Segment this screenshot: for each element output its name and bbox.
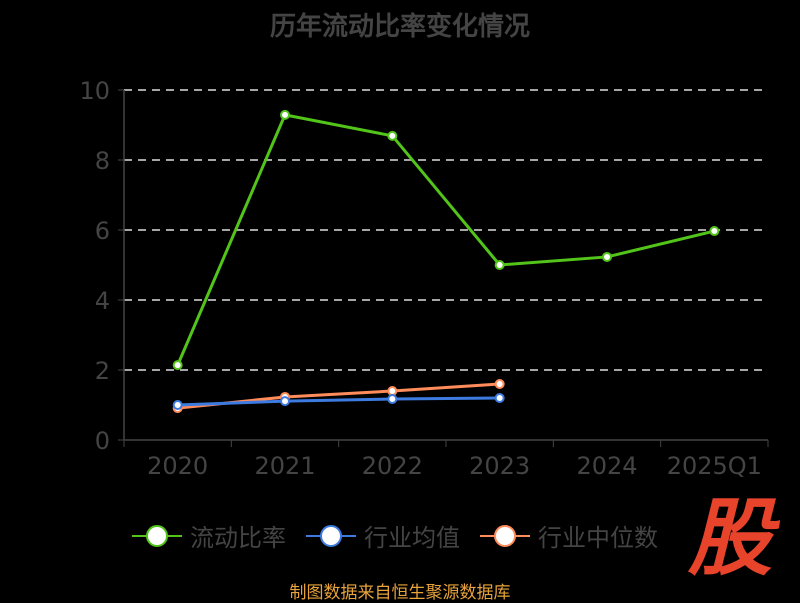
data-point	[280, 396, 290, 407]
series-line-行业均值	[177, 396, 500, 407]
y-tick-label: 6	[95, 217, 110, 245]
legend-item-current-ratio[interactable]: 流动比率	[132, 518, 286, 553]
legend-marker	[306, 524, 356, 547]
legend-label: 流动比率	[190, 524, 286, 552]
data-point	[709, 226, 720, 237]
data-point	[494, 379, 505, 389]
data-point	[494, 393, 505, 403]
data-point	[387, 394, 398, 405]
y-tick-label: 0	[95, 427, 110, 455]
data-point	[280, 109, 290, 120]
x-tick-label: 2020	[147, 452, 208, 480]
source-footer: 制图数据来自恒生聚源数据库	[289, 583, 511, 603]
x-tick-label: 2022	[362, 452, 423, 480]
data-point	[387, 386, 398, 396]
x-tick-label: 2024	[576, 452, 637, 480]
y-tick-label: 2	[95, 357, 110, 385]
x-tick-label: 2021	[254, 452, 315, 480]
legend-marker	[480, 524, 530, 547]
data-point	[172, 400, 183, 410]
legend-item-industry-median[interactable]: 行业中位数	[480, 518, 658, 553]
x-tick-label: 2025Q1	[667, 452, 762, 480]
legend-label: 行业均值	[364, 524, 460, 552]
x-tick-label: 2023	[469, 452, 530, 480]
series-line-流动比率	[176, 113, 715, 366]
legend-item-industry-mean[interactable]: 行业均值	[306, 518, 460, 553]
legend-marker	[132, 524, 182, 547]
y-tick-label: 4	[95, 287, 110, 315]
data-point	[172, 360, 183, 371]
data-point	[602, 251, 612, 262]
logo: 股	[688, 489, 773, 587]
chart-title: 历年流动比率变化情况	[269, 12, 530, 42]
legend-label: 行业中位数	[538, 524, 658, 552]
y-tick-label: 8	[95, 147, 110, 175]
y-tick-label: 10	[79, 77, 110, 105]
legend: 流动比率 行业均值 行业中位数	[132, 518, 658, 553]
data-point	[494, 260, 505, 270]
data-point	[387, 130, 398, 141]
